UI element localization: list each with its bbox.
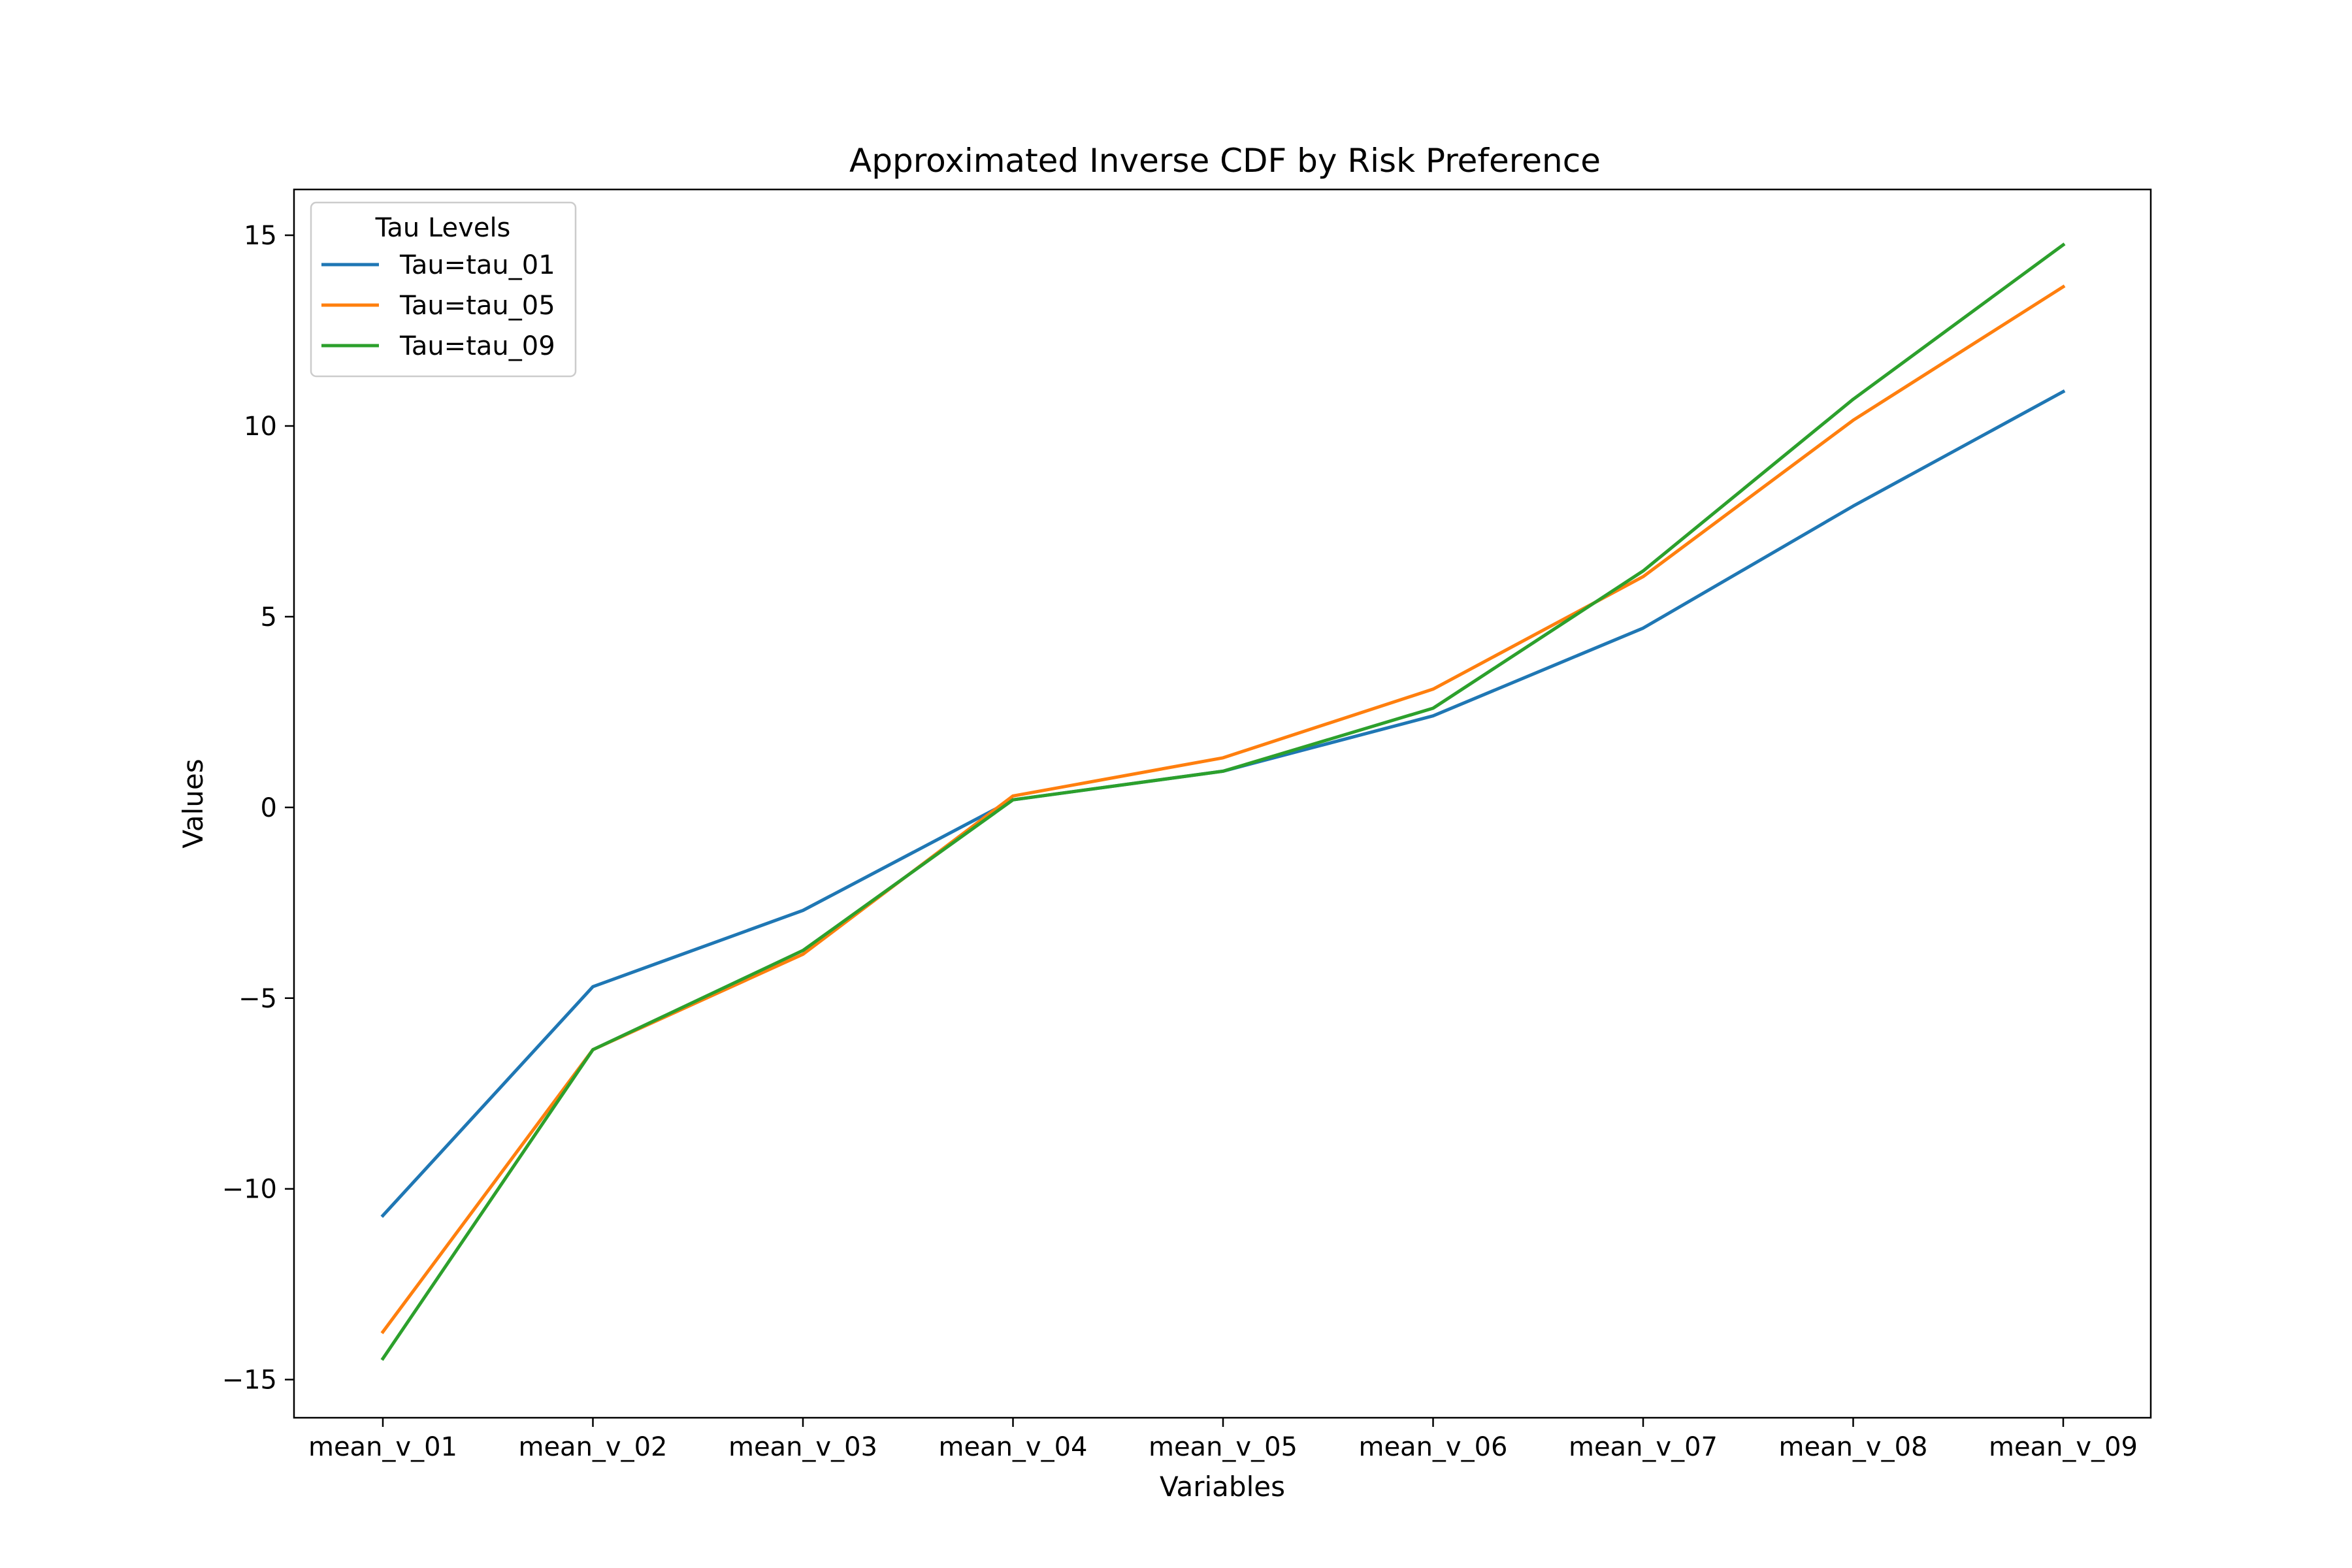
legend-entries: Tau=tau_01 Tau=tau_05 Tau=tau_09: [321, 250, 555, 361]
x-tick-label: mean_v_05: [1149, 1432, 1298, 1462]
y-tick-label: −5: [238, 984, 277, 1014]
legend-entry-2: Tau=tau_05: [321, 291, 555, 321]
x-tick-label: mean_v_01: [308, 1432, 457, 1462]
legend-label: Tau=tau_01: [399, 250, 555, 280]
x-tick-label: mean_v_03: [728, 1432, 877, 1462]
x-tick-label: mean_v_06: [1358, 1432, 1507, 1462]
y-axis-ticks: −15 −10 −5 0 5 10 15: [222, 221, 294, 1396]
legend-box: [310, 201, 577, 378]
x-tick-label: mean_v_09: [1989, 1432, 2138, 1462]
y-axis-label: Values: [177, 759, 209, 848]
legend-entry-3: Tau=tau_09: [321, 331, 555, 361]
axes-frame: [293, 188, 2152, 1419]
x-tick-label: mean_v_02: [518, 1432, 667, 1462]
plot-area: [293, 188, 2152, 1419]
chart-title: Approximated Inverse CDF by Risk Prefere…: [849, 142, 1601, 180]
x-tick-label: mean_v_08: [1778, 1432, 1927, 1462]
y-tick-label: −15: [222, 1365, 277, 1396]
legend: Tau Levels Tau=tau_01Tau=tau_05Tau=tau_0…: [310, 201, 577, 378]
x-axis-label: Variables: [1160, 1471, 1285, 1503]
legend-label: Tau=tau_05: [399, 291, 555, 321]
y-tick-label: 15: [244, 221, 277, 251]
x-tick-label: mean_v_07: [1569, 1432, 1718, 1462]
legend-title: Tau Levels: [375, 213, 511, 243]
legend-label: Tau=tau_09: [399, 331, 555, 361]
y-tick-label: 10: [244, 412, 277, 442]
x-axis-ticks: mean_v_01 mean_v_02 mean_v_03 mean_v_04 mean…: [308, 1418, 2138, 1462]
series-line-3: [380, 242, 2066, 1361]
y-tick-label: 0: [261, 793, 277, 823]
y-tick-label: 5: [261, 602, 277, 632]
legend-entry-1: Tau=tau_01: [321, 250, 555, 280]
series-layer: [380, 242, 2066, 1361]
x-tick-label: mean_v_04: [938, 1432, 1087, 1462]
y-tick-label: −10: [222, 1175, 277, 1205]
